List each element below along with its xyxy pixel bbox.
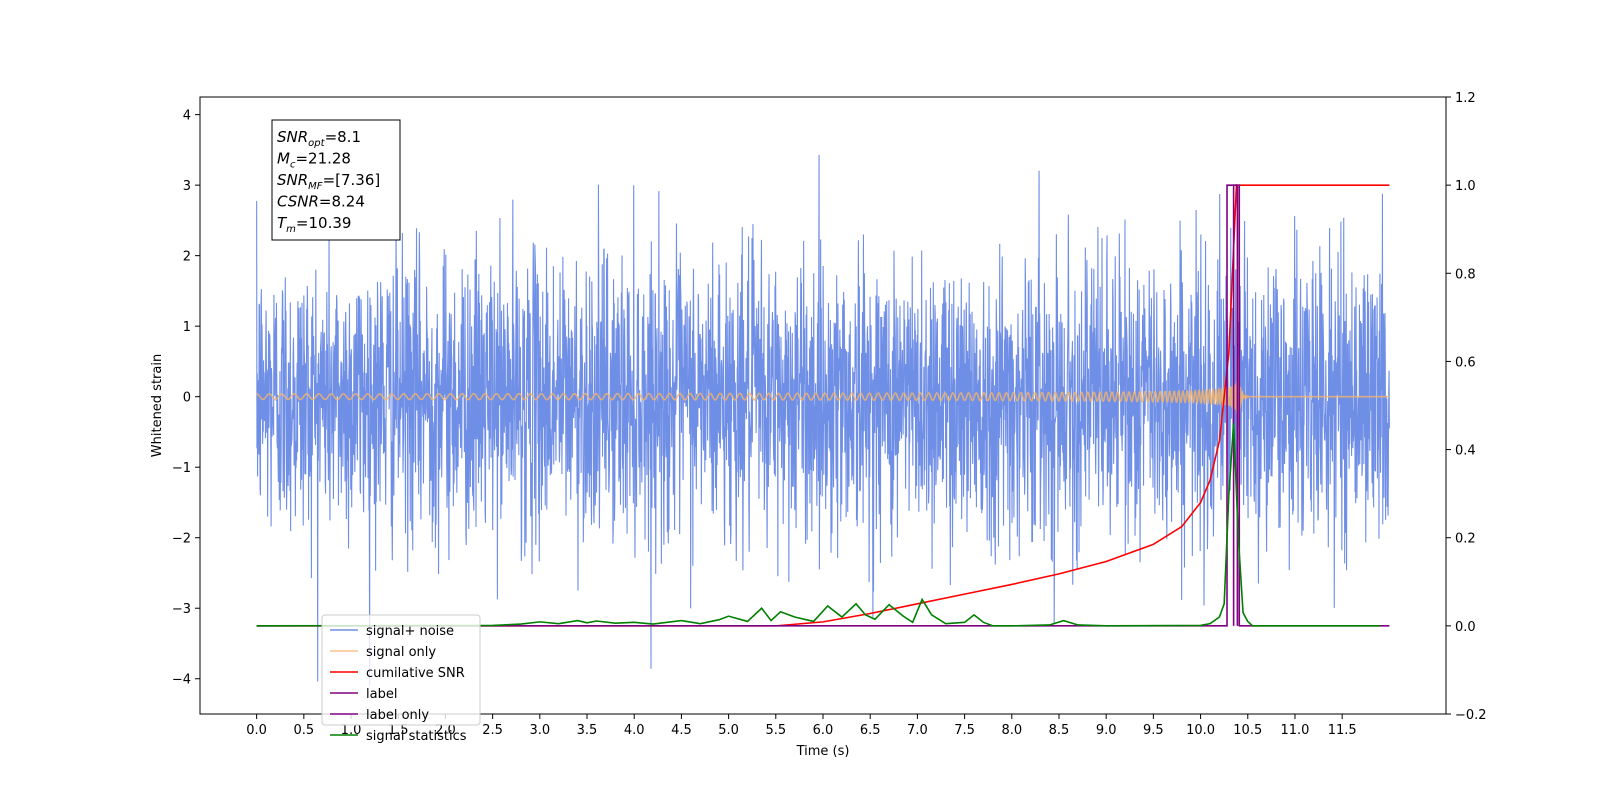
y2-tick-label: 0.8 — [1455, 267, 1476, 282]
legend-item-label-only: label only — [330, 708, 429, 723]
y-tick-label: 1 — [183, 320, 191, 335]
y2-tick-label: −0.2 — [1455, 708, 1487, 723]
x-tick-label: 11.5 — [1328, 723, 1357, 738]
x-tick-label: 4.0 — [624, 723, 645, 738]
x-tick-label: 10.5 — [1233, 723, 1262, 738]
legend-label: signal+ noise — [366, 624, 454, 639]
legend: signal+ noise signal only cumilative SNR la… — [321, 614, 481, 744]
y2-tick-label: 0.6 — [1455, 355, 1476, 370]
x-axis-label: Time (s) — [796, 744, 850, 759]
y-tick-label: −2 — [172, 532, 191, 547]
legend-item-cumilative-snr: cumilative SNR — [330, 666, 465, 681]
x-tick-label: 9.5 — [1143, 723, 1164, 738]
x-tick-label: 3.0 — [529, 723, 550, 738]
x-axis: 0.0 0.5 1.0 1.5 2.0 2.5 3.0 3.5 4.0 4.5 5.0 5.5 6.0 6… — [246, 714, 1357, 738]
y2-tick-label: 1.0 — [1455, 179, 1476, 194]
y-tick-label: −1 — [172, 461, 191, 476]
x-tick-label: 0.5 — [293, 723, 314, 738]
y2-tick-label: 0.2 — [1455, 532, 1476, 547]
x-tick-label: 7.0 — [907, 723, 928, 738]
y-tick-label: 0 — [183, 391, 191, 406]
legend-label: label — [366, 687, 397, 702]
y-tick-label: 2 — [183, 250, 191, 265]
x-tick-label: 8.0 — [1001, 723, 1022, 738]
series-line-signal-only — [256, 356, 1390, 441]
annotation-line: Mc=21.28 — [277, 150, 351, 171]
annotation-line: Tm=10.39 — [277, 214, 351, 235]
series-line-signal-statistics — [256, 423, 1380, 627]
y2-tick-label: 1.2 — [1455, 91, 1476, 106]
legend-frame — [321, 614, 481, 726]
x-tick-label: 7.5 — [954, 723, 975, 738]
x-tick-label: 2.5 — [482, 723, 503, 738]
x-tick-label: 10.0 — [1186, 723, 1215, 738]
legend-item-label: label — [330, 687, 397, 702]
x-tick-label: 9.0 — [1096, 723, 1117, 738]
annotation-line: SNRopt=8.1 — [277, 128, 361, 149]
legend-label: label only — [366, 708, 429, 723]
series-line-label-only — [1232, 184, 1239, 626]
x-tick-label: 4.5 — [671, 723, 692, 738]
x-tick-label: 5.0 — [718, 723, 739, 738]
x-tick-label: 5.5 — [765, 723, 786, 738]
y-axis-left: −4 −3 −2 −1 0 1 2 3 4 — [172, 109, 200, 688]
x-tick-label: 0.0 — [246, 723, 267, 738]
plot-area — [199, 96, 1447, 715]
y2-tick-label: 0.4 — [1455, 444, 1476, 459]
y-axis-label: Whitened strain — [150, 354, 165, 457]
x-tick-label: 11.0 — [1280, 723, 1309, 738]
x-tick-label: 6.5 — [860, 723, 881, 738]
y-tick-label: 3 — [183, 179, 191, 194]
y-tick-label: 4 — [183, 109, 191, 124]
annotation-frame — [271, 119, 401, 241]
y-tick-label: −3 — [172, 602, 191, 617]
legend-item-signal-noise: signal+ noise — [330, 624, 454, 639]
legend-label: signal only — [366, 645, 436, 660]
annotation-line: CSNR=8.24 — [277, 193, 365, 211]
legend-item-signal-only: signal only — [330, 645, 436, 660]
series-line-signal-noise — [256, 154, 1390, 686]
y-axis-right: −0.2 0.0 0.2 0.4 0.6 0.8 1.0 1.2 — [1446, 91, 1487, 723]
x-tick-label: 6.0 — [813, 723, 834, 738]
annotation-line: SNRMF=[7.36] — [277, 171, 380, 192]
legend-item-signal-statistics: signal statistics — [330, 729, 467, 744]
legend-label: cumilative SNR — [366, 666, 465, 681]
y-tick-label: −4 — [172, 673, 191, 688]
x-tick-label: 1.5 — [388, 723, 409, 738]
y2-tick-label: 0.0 — [1455, 620, 1476, 635]
x-tick-label: 2.0 — [435, 723, 456, 738]
x-tick-label: 8.5 — [1049, 723, 1070, 738]
legend-label: signal statistics — [366, 729, 467, 744]
series-line-cumilative-snr — [256, 184, 1390, 627]
x-tick-label: 3.5 — [577, 723, 598, 738]
